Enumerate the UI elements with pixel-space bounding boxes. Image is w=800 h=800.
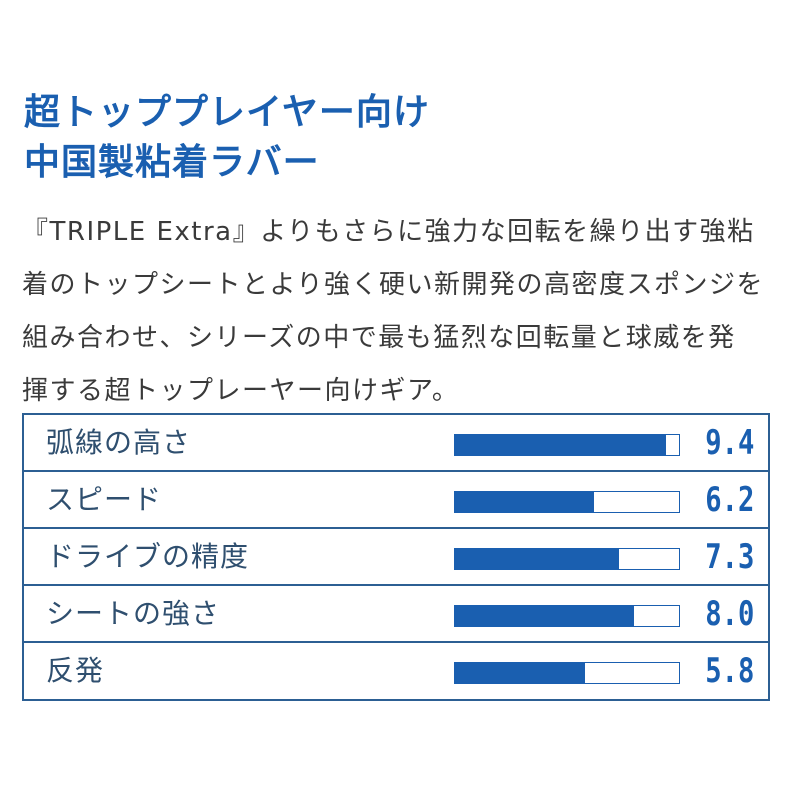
product-description: 『TRIPLE Extra』よりもさらに強力な回転を繰り出す強粘 着のトップシー… [22,206,782,418]
bar-track [454,434,680,456]
bar-track [454,662,680,684]
category-label: シートの強さ [46,597,221,630]
category-label: スピード [46,483,163,516]
description-line-2: 着のトップシートとより強く硬い新開発の高密度スポンジを [22,270,764,300]
bar-track [454,491,680,513]
page-heading: 超トッププレイヤー向け 中国製粘着ラバー [24,88,430,188]
chart-row: スピード 6.2 [24,472,768,529]
value-label: 8.0 [704,594,754,634]
description-line-4: 揮する超トップレーヤー向けギア。 [22,376,460,406]
description-line-3: 組み合わせ、シリーズの中で最も猛烈な回転量と球威を発 [22,323,736,353]
category-label: 弧線の高さ [46,426,192,459]
bar [455,435,666,455]
performance-chart: 弧線の高さ 9.4 スピード 6.2 ドライブの精度 7.3 シートの強さ 8.0 反発 5.8 [22,413,770,701]
bar [455,549,619,569]
bar-track [454,548,680,570]
chart-row: ドライブの精度 7.3 [24,529,768,586]
value-label: 5.8 [704,651,754,691]
description-line-1: 『TRIPLE Extra』よりもさらに強力な回転を繰り出す強粘 [22,217,755,247]
heading-line-1: 超トッププレイヤー向け [24,92,430,133]
value-label: 9.4 [704,423,754,463]
category-label: 反発 [46,654,105,687]
bar-track [454,605,680,627]
heading-line-2: 中国製粘着ラバー [24,142,320,183]
bar [455,663,585,683]
bar [455,492,594,512]
chart-row: シートの強さ 8.0 [24,586,768,643]
bar [455,606,635,626]
value-label: 7.3 [704,537,754,577]
chart-row: 反発 5.8 [24,643,768,700]
chart-row: 弧線の高さ 9.4 [24,415,768,472]
value-label: 6.2 [704,480,754,520]
category-label: ドライブの精度 [46,540,250,573]
